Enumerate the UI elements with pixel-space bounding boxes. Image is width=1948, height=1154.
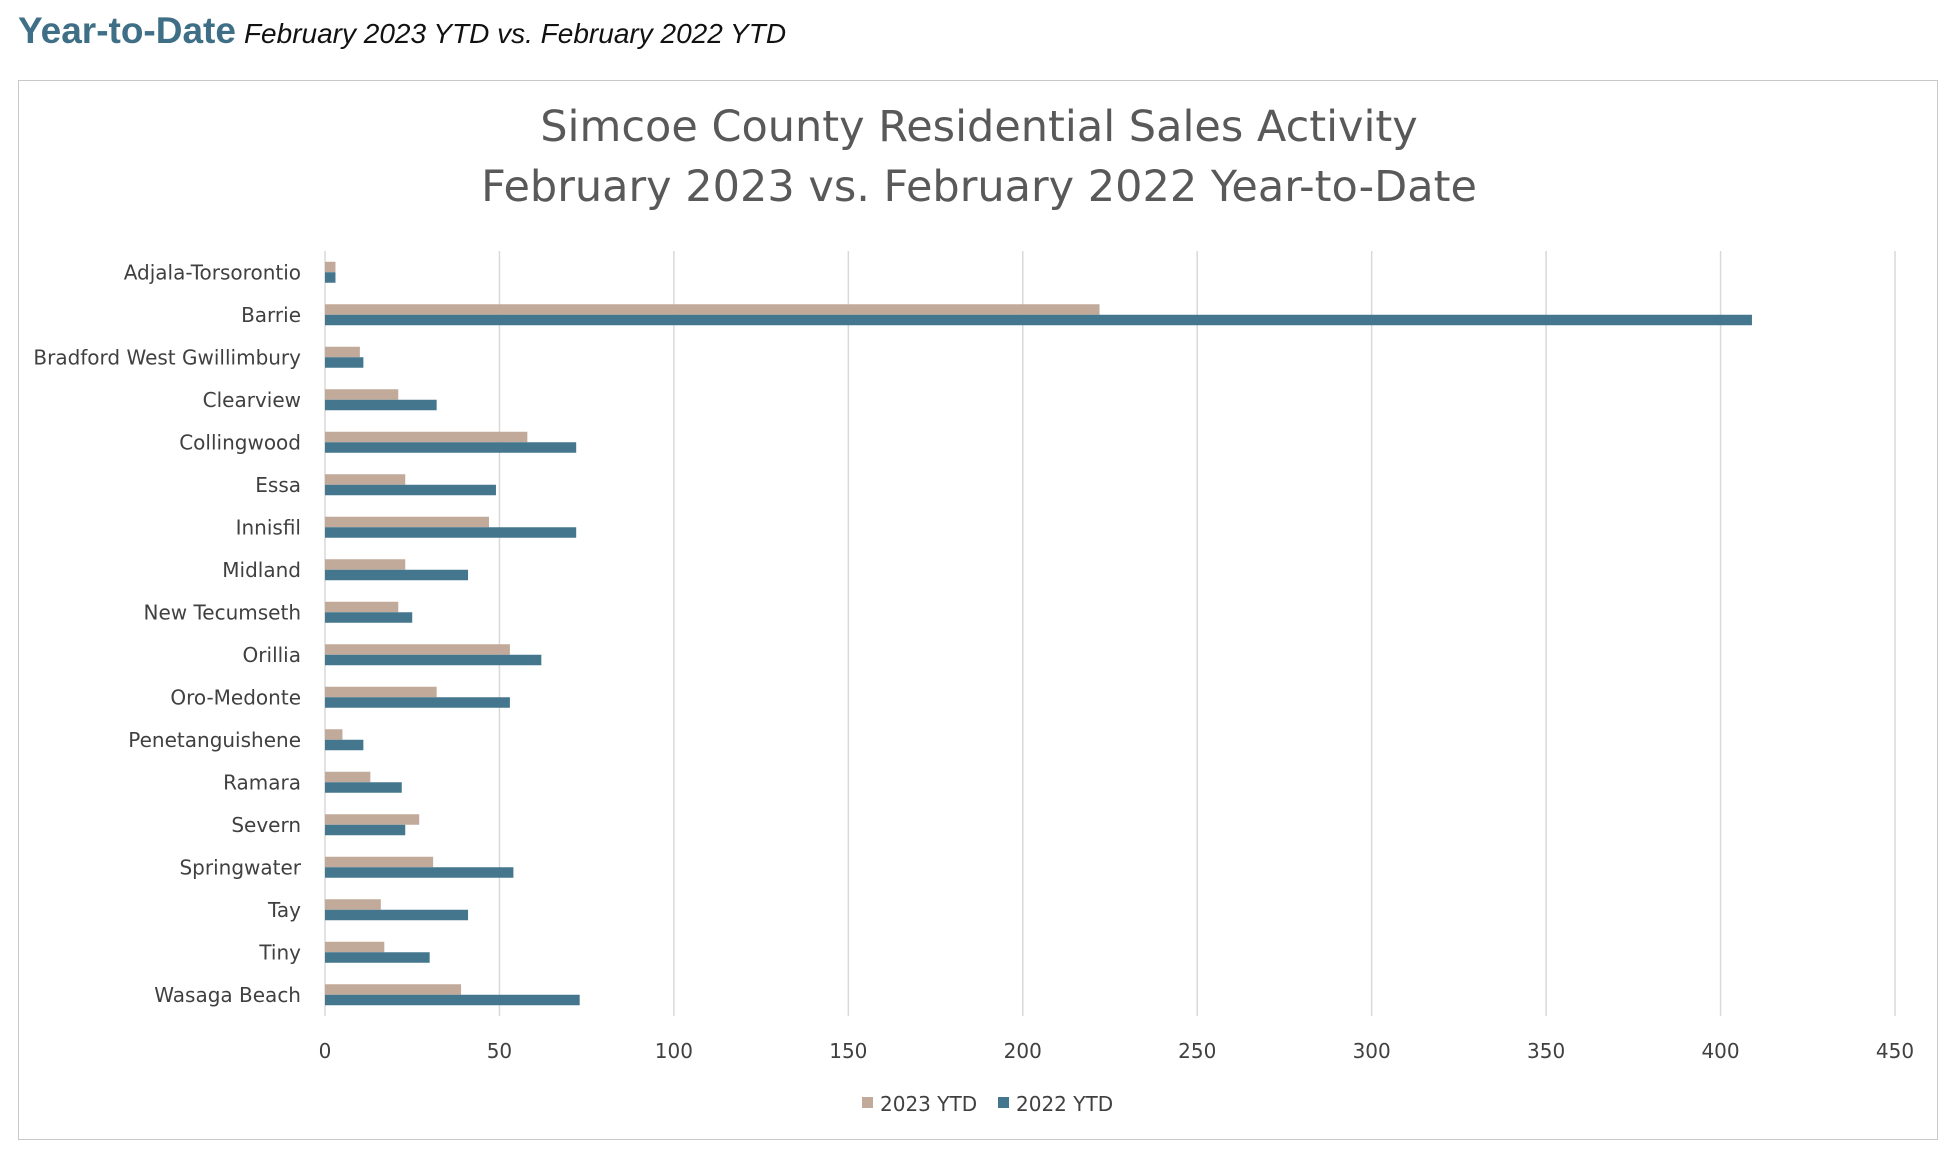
category-label: Tay <box>267 898 301 922</box>
page-header: Year-to-Date February 2023 YTD vs. Februa… <box>18 10 786 52</box>
category-label: Oro-Medonte <box>170 685 301 709</box>
bar-2023 <box>325 856 434 868</box>
category-label: Innisfil <box>236 515 301 539</box>
category-labels: Adjala-Torsorontio Barrie Bradford West Gw… <box>33 260 301 1007</box>
bar-2022 <box>325 952 430 963</box>
x-tick-label: 450 <box>1876 1039 1914 1063</box>
category-label: Penetanguishene <box>128 728 301 752</box>
category-label: Bradford West Gwillimbury <box>33 345 301 369</box>
page-subtitle: February 2023 YTD vs. February 2022 YTD <box>243 18 787 49</box>
bar-2022 <box>325 909 469 921</box>
chart-gridlines <box>324 251 1896 1016</box>
bar-2022 <box>325 272 336 283</box>
category-label: Orillia <box>243 643 301 667</box>
category-label: Wasaga Beach <box>154 983 301 1007</box>
bar-2023 <box>325 559 406 570</box>
legend-label: 2023 YTD <box>880 1092 977 1116</box>
category-label: Springwater <box>179 855 301 879</box>
bar-2022 <box>325 569 469 581</box>
x-tick-label: 50 <box>487 1039 512 1063</box>
x-tick-label: 350 <box>1527 1039 1565 1063</box>
category-label: Ramara <box>223 770 301 794</box>
bar-2022 <box>325 782 402 793</box>
x-tick-label: 300 <box>1353 1039 1391 1063</box>
bar-2022 <box>325 527 577 538</box>
bar-2022 <box>325 994 580 1006</box>
category-label: Barrie <box>241 303 301 327</box>
category-label: Essa <box>255 473 301 497</box>
x-tick-label: 100 <box>655 1039 693 1063</box>
bar-2023 <box>325 601 399 613</box>
category-label: New Tecumseth <box>144 600 302 624</box>
bar-2023 <box>325 686 437 698</box>
bar-2023 <box>325 346 360 358</box>
bar-2023 <box>325 644 510 655</box>
bar-2023 <box>325 304 1100 315</box>
bar-2023 <box>325 389 399 400</box>
legend-label: 2022 YTD <box>1016 1092 1113 1116</box>
legend-swatch <box>862 1097 873 1108</box>
category-label: Adjala-Torsorontio <box>124 260 301 284</box>
chart-title: Simcoe County Residential Sales Activity… <box>481 102 1477 212</box>
x-axis-tick-labels: 0 50 100 150 200 250 300 350 400 450 <box>319 1039 1914 1063</box>
category-label: Tiny <box>258 940 301 964</box>
bar-2022 <box>325 739 364 751</box>
bar-2023 <box>325 771 371 783</box>
bar-2023 <box>325 814 420 825</box>
bar-2022 <box>325 314 1752 326</box>
x-tick-label: 200 <box>1004 1039 1042 1063</box>
bar-2023 <box>325 261 336 273</box>
chart-legend: 2023 YTD 2022 YTD <box>862 1092 1113 1116</box>
category-label: Midland <box>222 558 301 582</box>
bar-2022 <box>325 484 496 496</box>
bar-2023 <box>325 984 462 995</box>
bar-chart: Simcoe County Residential Sales Activity… <box>33 102 1914 1116</box>
page-title: Year-to-Date <box>18 10 236 51</box>
x-tick-label: 150 <box>829 1039 867 1063</box>
chart-container: Simcoe County Residential Sales Activity… <box>18 80 1938 1140</box>
bar-2023 <box>325 729 343 740</box>
bar-2022 <box>325 357 364 368</box>
bar-2023 <box>325 941 385 953</box>
bar-2023 <box>325 474 406 485</box>
chart-title-line: Simcoe County Residential Sales Activity <box>540 102 1417 152</box>
legend-swatch <box>998 1097 1009 1108</box>
bar-2023 <box>325 516 489 528</box>
bar-2023 <box>325 899 381 910</box>
bar-2022 <box>325 867 514 878</box>
bar-2022 <box>325 612 413 623</box>
bar-2022 <box>325 697 510 708</box>
x-tick-label: 0 <box>319 1039 332 1063</box>
bar-2022 <box>325 654 542 666</box>
bar-2022 <box>325 442 577 453</box>
chart-bars <box>325 261 1752 1006</box>
bar-2023 <box>325 431 528 443</box>
category-label: Clearview <box>203 388 301 412</box>
category-label: Severn <box>231 813 301 837</box>
bar-2022 <box>325 399 437 411</box>
x-tick-label: 400 <box>1701 1039 1739 1063</box>
chart-title-line: February 2023 vs. February 2022 Year-to-… <box>481 162 1477 212</box>
bar-2022 <box>325 824 406 836</box>
category-label: Collingwood <box>179 430 301 454</box>
x-tick-label: 250 <box>1178 1039 1216 1063</box>
